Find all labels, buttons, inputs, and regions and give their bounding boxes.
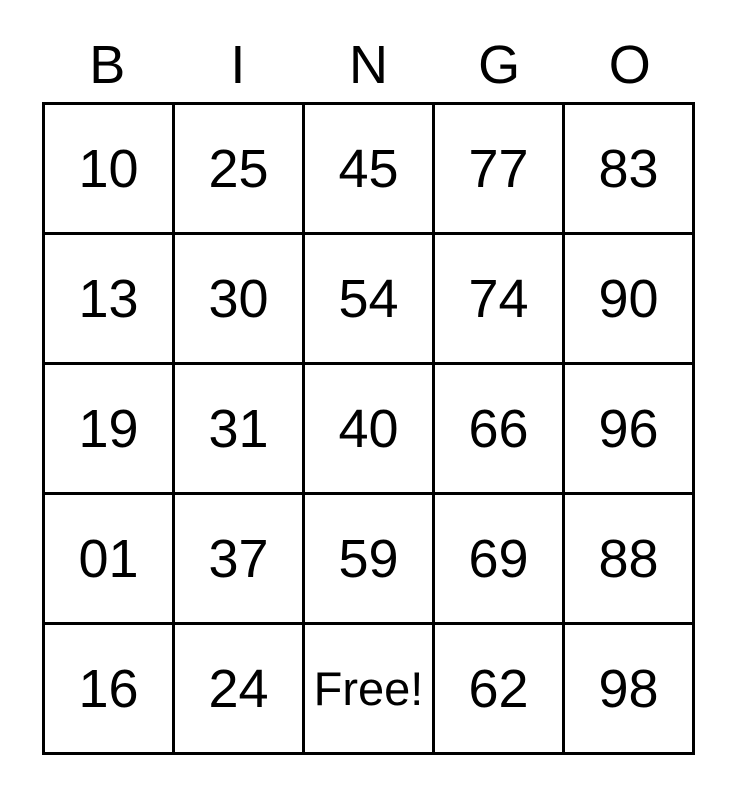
bingo-card: B I N G O 10 25 45 77 83 13 30 54 74 90 …	[42, 0, 695, 755]
cell-r1-c4[interactable]: 77	[435, 105, 562, 232]
cell-r2-c3[interactable]: 54	[305, 235, 432, 362]
cell-free[interactable]: Free!	[305, 625, 432, 752]
header-letter-g: G	[478, 35, 521, 95]
cell-r4-c5[interactable]: 88	[565, 495, 692, 622]
cell-r5-c5[interactable]: 98	[565, 625, 692, 752]
cell-r3-c5[interactable]: 96	[565, 365, 692, 492]
cell-r4-c1[interactable]: 01	[45, 495, 172, 622]
cell-r4-c2[interactable]: 37	[175, 495, 302, 622]
cell-r1-c1[interactable]: 10	[45, 105, 172, 232]
cell-r3-c3[interactable]: 40	[305, 365, 432, 492]
cell-r1-c3[interactable]: 45	[305, 105, 432, 232]
cell-r4-c3[interactable]: 59	[305, 495, 432, 622]
cell-r5-c4[interactable]: 62	[435, 625, 562, 752]
bingo-grid: 10 25 45 77 83 13 30 54 74 90 19 31 40 6…	[42, 102, 695, 755]
header-letter-n: N	[348, 35, 388, 95]
cell-r4-c4[interactable]: 69	[435, 495, 562, 622]
cell-r3-c1[interactable]: 19	[45, 365, 172, 492]
cell-r2-c4[interactable]: 74	[435, 235, 562, 362]
cell-r2-c5[interactable]: 90	[565, 235, 692, 362]
bingo-header-row: B I N G O	[42, 0, 695, 102]
cell-r3-c4[interactable]: 66	[435, 365, 562, 492]
header-letter-o: O	[608, 35, 651, 95]
cell-r1-c5[interactable]: 83	[565, 105, 692, 232]
cell-r2-c1[interactable]: 13	[45, 235, 172, 362]
cell-r5-c2[interactable]: 24	[175, 625, 302, 752]
cell-r3-c2[interactable]: 31	[175, 365, 302, 492]
header-letter-i: I	[230, 35, 246, 95]
cell-r1-c2[interactable]: 25	[175, 105, 302, 232]
header-letter-b: B	[89, 35, 126, 95]
cell-r5-c1[interactable]: 16	[45, 625, 172, 752]
cell-r2-c2[interactable]: 30	[175, 235, 302, 362]
